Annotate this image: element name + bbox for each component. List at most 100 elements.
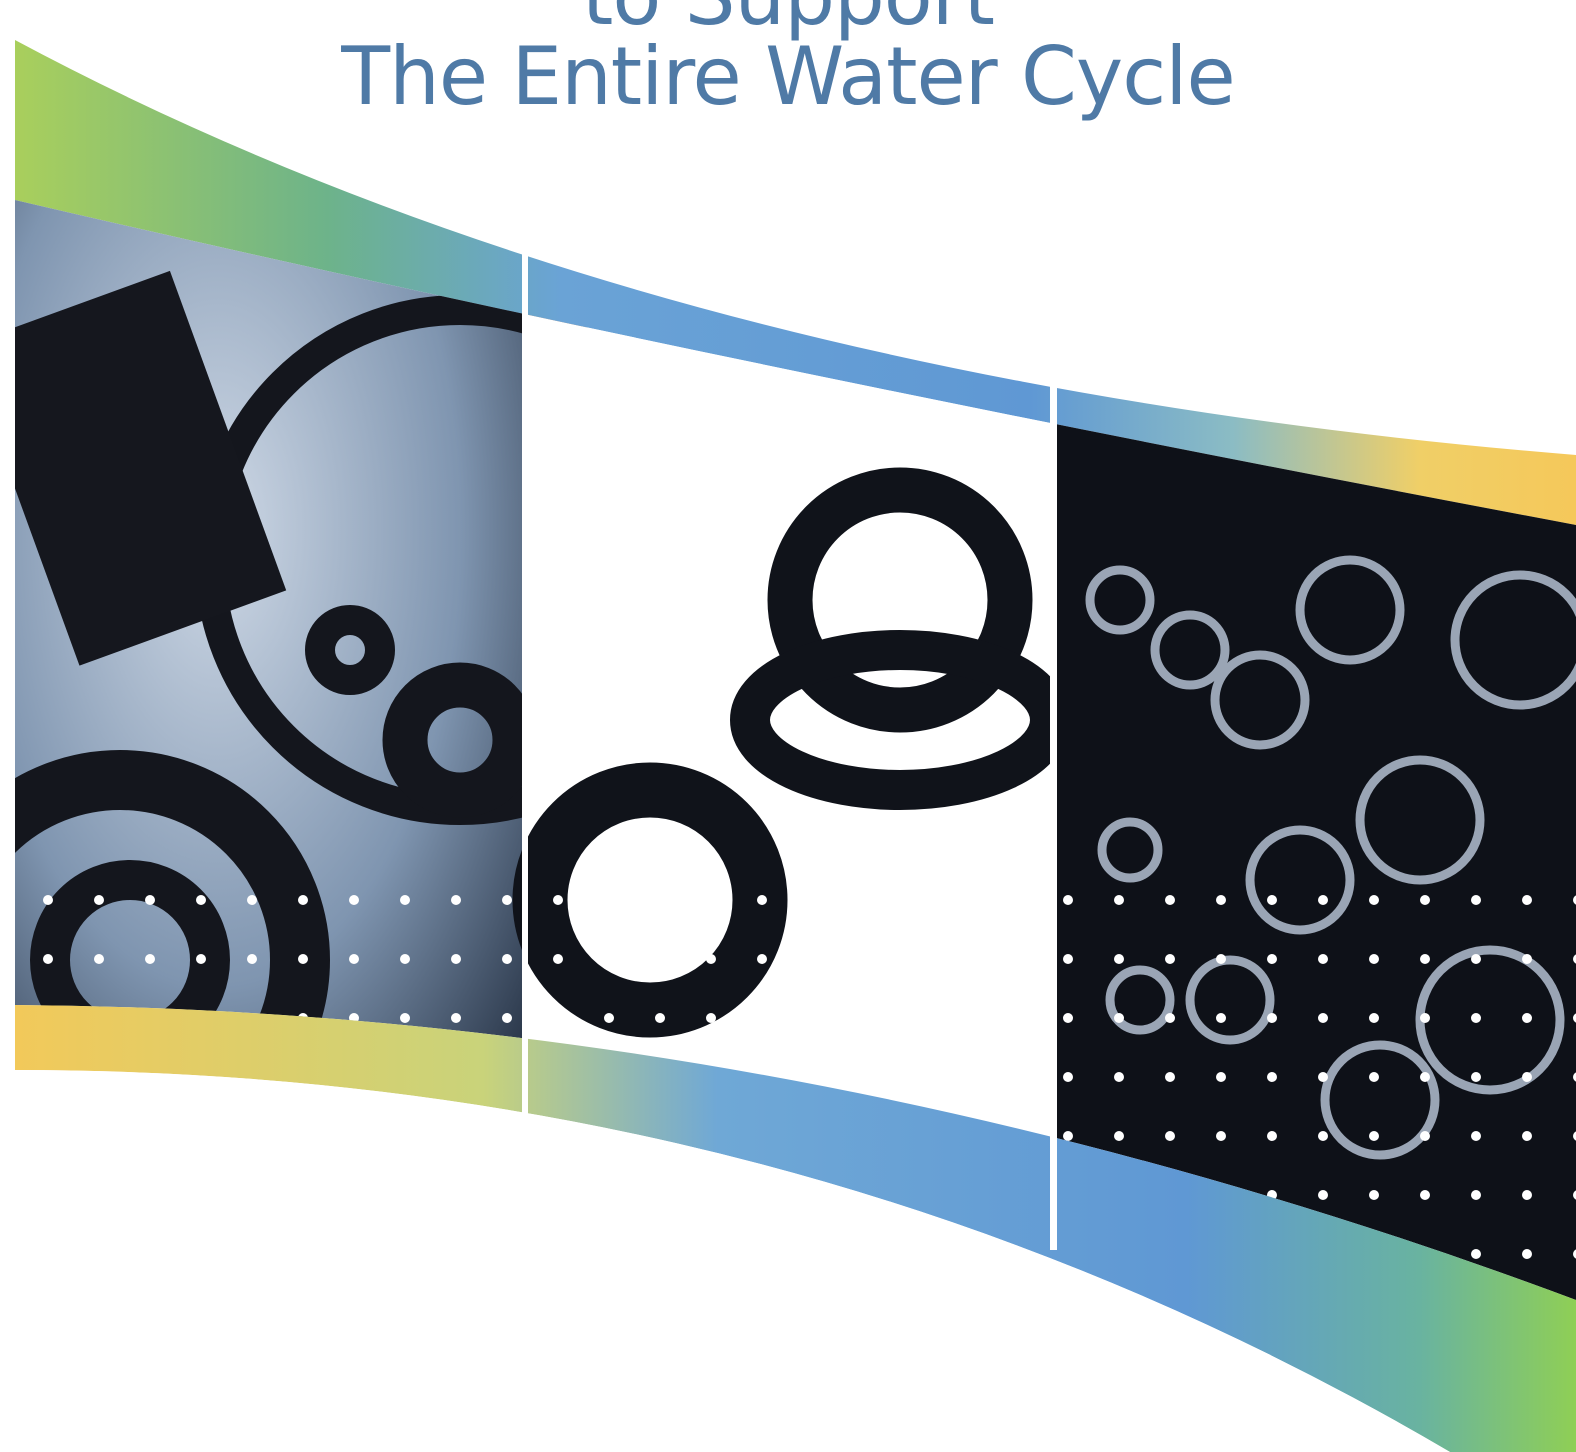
dot bbox=[1267, 1013, 1277, 1023]
dot bbox=[1267, 895, 1277, 905]
dot bbox=[757, 895, 767, 905]
dot bbox=[1063, 895, 1073, 905]
dot bbox=[1318, 954, 1328, 964]
dot bbox=[553, 954, 563, 964]
dot bbox=[808, 895, 818, 905]
dot bbox=[1165, 1131, 1175, 1141]
dot bbox=[961, 954, 971, 964]
dot bbox=[247, 954, 257, 964]
dot bbox=[1165, 1072, 1175, 1082]
dot bbox=[961, 895, 971, 905]
dot bbox=[451, 954, 461, 964]
dot bbox=[400, 1013, 410, 1023]
dot bbox=[1318, 1190, 1328, 1200]
dot bbox=[604, 1013, 614, 1023]
dot bbox=[655, 895, 665, 905]
dot bbox=[655, 954, 665, 964]
headline-line2: The Entire Water Cycle bbox=[341, 30, 1235, 123]
dot bbox=[1420, 954, 1430, 964]
dot bbox=[1063, 1072, 1073, 1082]
dot bbox=[757, 1013, 767, 1023]
dot bbox=[43, 895, 53, 905]
dot bbox=[247, 895, 257, 905]
dot bbox=[1471, 895, 1481, 905]
dot bbox=[1471, 1249, 1481, 1259]
dot bbox=[1471, 1131, 1481, 1141]
dot bbox=[1216, 895, 1226, 905]
dot bbox=[1216, 954, 1226, 964]
dot bbox=[196, 954, 206, 964]
dot bbox=[553, 1013, 563, 1023]
dot bbox=[400, 895, 410, 905]
dot bbox=[1165, 954, 1175, 964]
dot bbox=[43, 954, 53, 964]
dot bbox=[1369, 895, 1379, 905]
dot bbox=[1471, 1190, 1481, 1200]
dot bbox=[1420, 895, 1430, 905]
dot bbox=[451, 895, 461, 905]
dot bbox=[1369, 1072, 1379, 1082]
dot bbox=[910, 895, 920, 905]
headline-line1: to Support bbox=[0, 0, 1576, 43]
dot bbox=[1267, 954, 1277, 964]
dot bbox=[1522, 1249, 1532, 1259]
dot bbox=[1063, 1131, 1073, 1141]
dot bbox=[1522, 1013, 1532, 1023]
dot bbox=[1420, 1190, 1430, 1200]
dot bbox=[1267, 1131, 1277, 1141]
dot bbox=[145, 895, 155, 905]
dot bbox=[910, 1072, 920, 1082]
dot bbox=[1063, 1013, 1073, 1023]
dot bbox=[706, 895, 716, 905]
dot bbox=[1114, 895, 1124, 905]
dot bbox=[961, 1013, 971, 1023]
dot bbox=[1369, 954, 1379, 964]
dot bbox=[400, 954, 410, 964]
dot bbox=[808, 1013, 818, 1023]
dot bbox=[961, 1072, 971, 1082]
dot bbox=[1318, 1013, 1328, 1023]
dot bbox=[1522, 895, 1532, 905]
dot bbox=[1216, 1131, 1226, 1141]
dot bbox=[94, 895, 104, 905]
dot bbox=[1522, 1190, 1532, 1200]
dot bbox=[1522, 954, 1532, 964]
dot bbox=[910, 1013, 920, 1023]
dot bbox=[1420, 1072, 1430, 1082]
dot bbox=[1114, 1013, 1124, 1023]
dot bbox=[859, 1013, 869, 1023]
top-band bbox=[15, 40, 1576, 525]
dot bbox=[859, 954, 869, 964]
dot bbox=[1165, 1013, 1175, 1023]
dot bbox=[1369, 1131, 1379, 1141]
dot bbox=[1114, 1072, 1124, 1082]
dot bbox=[1267, 1072, 1277, 1082]
dot bbox=[1522, 1072, 1532, 1082]
dot bbox=[502, 1013, 512, 1023]
dot bbox=[1012, 1013, 1022, 1023]
dot bbox=[1114, 954, 1124, 964]
dot bbox=[1471, 1072, 1481, 1082]
dot bbox=[808, 954, 818, 964]
dot bbox=[1012, 1072, 1022, 1082]
dot bbox=[502, 954, 512, 964]
dot bbox=[1369, 1013, 1379, 1023]
dot bbox=[604, 954, 614, 964]
dot bbox=[349, 954, 359, 964]
dot bbox=[1420, 1131, 1430, 1141]
dot bbox=[1063, 954, 1073, 964]
dot bbox=[1216, 1072, 1226, 1082]
dot bbox=[298, 954, 308, 964]
dot bbox=[1114, 1131, 1124, 1141]
dot bbox=[1471, 954, 1481, 964]
dot bbox=[706, 954, 716, 964]
dot bbox=[655, 1013, 665, 1023]
dot bbox=[553, 895, 563, 905]
dot bbox=[1216, 1013, 1226, 1023]
dot bbox=[1471, 1013, 1481, 1023]
dot bbox=[298, 895, 308, 905]
dot bbox=[502, 895, 512, 905]
dot bbox=[910, 954, 920, 964]
